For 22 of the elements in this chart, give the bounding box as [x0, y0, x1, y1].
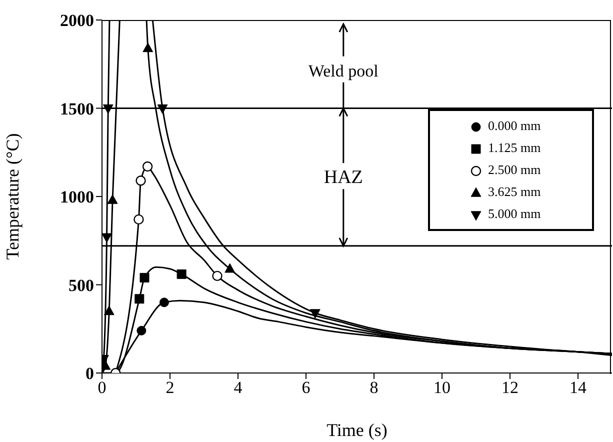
legend-label: 0.000 mm	[488, 118, 541, 134]
y-tick-label: 2000	[60, 11, 94, 30]
annotation: Weld pool	[308, 61, 379, 80]
annotation: HAZ	[324, 167, 363, 188]
y-tick-label: 1000	[60, 188, 94, 207]
legend-label: 5.000 mm	[488, 206, 541, 222]
y-tick-label: 0	[86, 364, 94, 384]
x-axis-title: Time (s)	[326, 420, 388, 440]
x-tick-label: 4	[234, 378, 243, 398]
y-axis-title: Temperature (°C)	[2, 133, 22, 260]
x-tick-label: 14	[570, 378, 587, 398]
x-tick-label: 8	[370, 378, 378, 398]
legend-label: 1.125 mm	[488, 140, 541, 156]
legend-label: 3.625 mm	[488, 184, 541, 200]
x-tick-label: 10	[434, 378, 450, 398]
x-tick-label: 6	[302, 378, 310, 398]
y-tick-label: 1500	[60, 99, 94, 118]
x-tick-label: 2	[166, 378, 174, 398]
x-tick-label: 12	[502, 378, 518, 398]
y-tick-label: 500	[68, 276, 94, 295]
x-tick-label: 0	[98, 378, 106, 398]
legend-label: 2.500 mm	[488, 162, 541, 178]
